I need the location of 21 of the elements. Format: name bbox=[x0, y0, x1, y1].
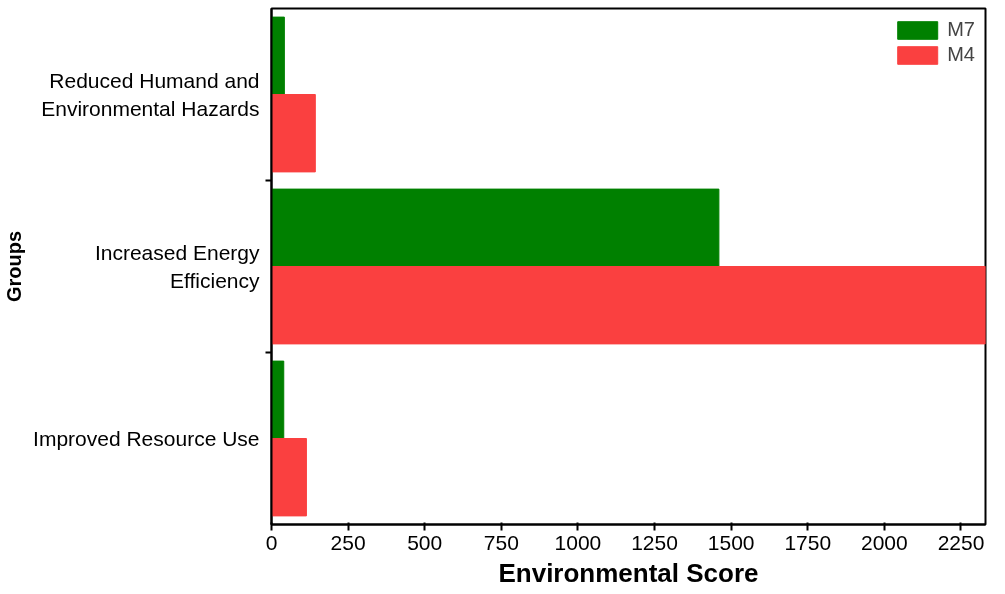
legend-label: M4 bbox=[947, 43, 975, 66]
x-tick-label: 1750 bbox=[784, 530, 832, 554]
y-tick-label: Reduced Humand and Environmental Hazards bbox=[41, 69, 260, 120]
y-axis-title: Groups bbox=[3, 230, 26, 303]
bar bbox=[271, 94, 316, 173]
x-tick-label: 1250 bbox=[631, 530, 678, 554]
x-tick-label: 500 bbox=[407, 530, 443, 554]
x-tick-label: 750 bbox=[483, 530, 519, 554]
x-tick-label: 2250 bbox=[937, 530, 985, 554]
legend-label: M7 bbox=[947, 18, 975, 41]
bar bbox=[271, 438, 307, 517]
x-axis-title: Environmental Score bbox=[498, 557, 759, 588]
x-tick-label: 1500 bbox=[707, 530, 755, 554]
x-tick-label: 2000 bbox=[861, 530, 908, 554]
y-tick-label: Improved Resource Use bbox=[33, 427, 260, 450]
y-tick-label: Increased Energy Efficiency bbox=[94, 241, 260, 292]
bar bbox=[271, 266, 986, 345]
x-tick-label: 250 bbox=[330, 530, 366, 554]
bar bbox=[271, 188, 720, 267]
x-tick-label: 1000 bbox=[554, 530, 602, 554]
x-tick-label: 0 bbox=[265, 530, 278, 554]
